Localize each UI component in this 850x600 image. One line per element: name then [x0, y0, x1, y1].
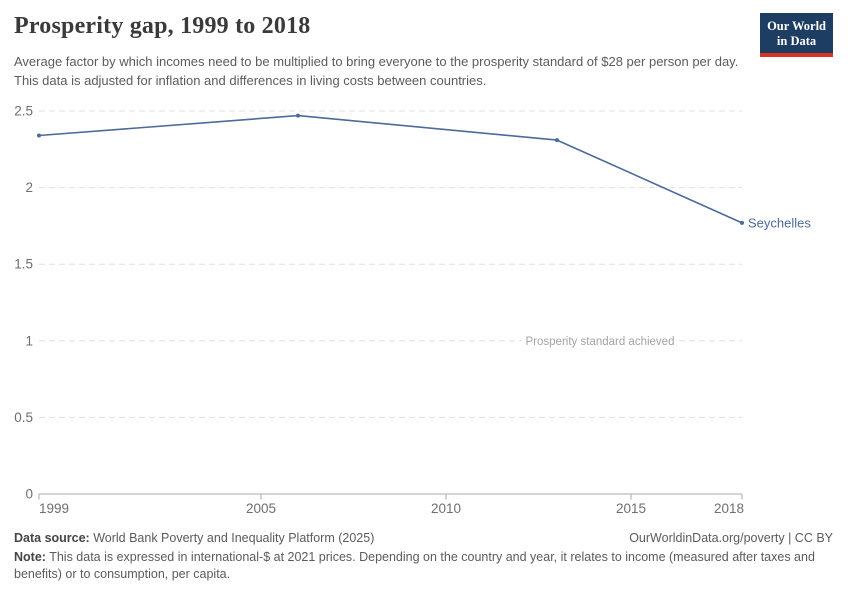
data-source: Data source: World Bank Poverty and Ineq…	[14, 531, 374, 545]
chart-subtitle: Average factor by which incomes need to …	[14, 54, 739, 88]
owid-logo[interactable]: Our World in Data	[760, 13, 833, 57]
note-text: This data is expressed in international-…	[14, 550, 815, 581]
x-tick-label: 1999	[39, 501, 69, 516]
chart-note: Note: This data is expressed in internat…	[14, 549, 833, 583]
attribution-link[interactable]: OurWorldinData.org/poverty | CC BY	[629, 531, 833, 545]
data-source-label: Data source:	[14, 531, 90, 545]
series-label-seychelles[interactable]: Seychelles	[748, 215, 811, 230]
y-tick-label: 1	[25, 333, 33, 348]
data-point-2006[interactable]	[296, 113, 300, 118]
x-tick-label: 2005	[246, 501, 276, 516]
x-tick-label: 2010	[431, 501, 461, 516]
x-tick-label: 2018	[714, 501, 744, 516]
y-tick-label: 0	[25, 487, 33, 502]
annotation-mask	[522, 333, 678, 347]
y-tick-label: 0.5	[14, 410, 33, 425]
data-source-text: World Bank Poverty and Inequality Platfo…	[89, 531, 375, 545]
x-tick-label: 2015	[616, 501, 646, 516]
data-point-2018[interactable]	[740, 220, 744, 225]
chart-title: Prosperity gap, 1999 to 2018	[14, 13, 311, 39]
owid-logo-line2: in Data	[776, 34, 817, 48]
note-label: Note:	[14, 550, 46, 564]
data-point-1999[interactable]	[37, 133, 41, 138]
series-line-seychelles[interactable]	[38, 114, 743, 224]
y-tick-label: 2.5	[14, 104, 33, 119]
chart-footer: Data source: World Bank Poverty and Ineq…	[14, 531, 833, 583]
prosperity-standard-annotation: Prosperity standard achieved	[526, 336, 675, 348]
data-point-2013[interactable]	[555, 138, 559, 143]
y-tick-label: 2	[25, 180, 33, 195]
owid-logo-line1: Our World	[767, 19, 826, 33]
y-tick-label: 1.5	[14, 257, 33, 272]
